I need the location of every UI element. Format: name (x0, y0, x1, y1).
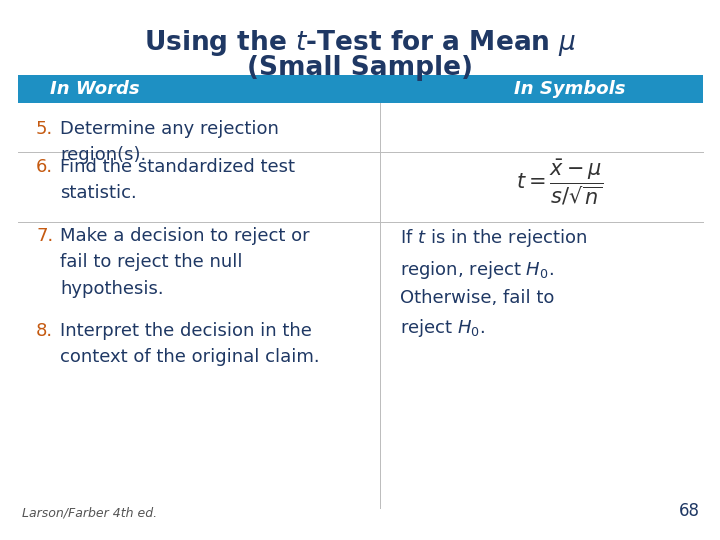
Text: 6.: 6. (36, 158, 53, 176)
Text: (Small Sample): (Small Sample) (247, 55, 473, 81)
Text: In Symbols: In Symbols (514, 80, 626, 98)
Text: 7.: 7. (36, 227, 53, 245)
Text: In Words: In Words (50, 80, 140, 98)
Text: 8.: 8. (36, 322, 53, 340)
Text: 68: 68 (679, 502, 700, 520)
Text: Larson/Farber 4th ed.: Larson/Farber 4th ed. (22, 507, 157, 520)
Text: 5.: 5. (36, 120, 53, 138)
Text: Interpret the decision in the
context of the original claim.: Interpret the decision in the context of… (60, 322, 320, 367)
Text: Make a decision to reject or
fail to reject the null
hypothesis.: Make a decision to reject or fail to rej… (60, 227, 310, 298)
Text: If $t$ is in the rejection
region, reject $H_0$.
Otherwise, fail to
reject $H_0$: If $t$ is in the rejection region, rejec… (400, 227, 587, 339)
Text: Find the standardized test
statistic.: Find the standardized test statistic. (60, 158, 295, 202)
Text: Determine any rejection
region(s).: Determine any rejection region(s). (60, 120, 279, 164)
Bar (18, 75, 703, 103)
Text: Using the $\mathit{t}$-Test for a Mean $\mu$: Using the $\mathit{t}$-Test for a Mean $… (144, 28, 576, 58)
Text: $t = \dfrac{\bar{x} - \mu}{s/\sqrt{n}}$: $t = \dfrac{\bar{x} - \mu}{s/\sqrt{n}}$ (516, 157, 603, 207)
